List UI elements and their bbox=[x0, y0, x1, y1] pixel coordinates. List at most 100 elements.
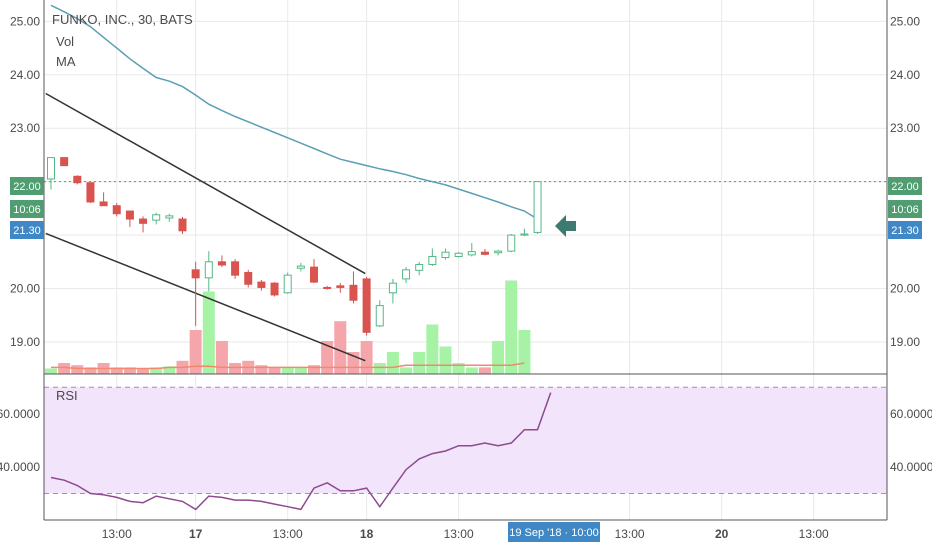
ma-value-tag-left: 21.30 bbox=[10, 221, 44, 239]
rsi-tick-label: 60.0000 bbox=[0, 407, 40, 421]
volume-indicator-label[interactable]: Vol bbox=[56, 34, 74, 49]
candle-body bbox=[191, 269, 200, 279]
svg-text:10:06: 10:06 bbox=[13, 204, 41, 216]
svg-text:22.00: 22.00 bbox=[13, 181, 41, 193]
volume-bar bbox=[452, 363, 465, 374]
candle-body bbox=[178, 218, 187, 232]
candle-body bbox=[507, 234, 516, 252]
rsi-indicator-label[interactable]: RSI bbox=[56, 388, 78, 403]
candle-body bbox=[257, 281, 266, 288]
volume-bar bbox=[163, 366, 176, 374]
candle-body bbox=[231, 261, 240, 276]
svg-text:10:06: 10:06 bbox=[891, 204, 919, 216]
price-tick-label: 19.00 bbox=[890, 335, 920, 349]
volume-bar bbox=[465, 367, 478, 374]
volume-bar bbox=[189, 330, 202, 374]
candle-body bbox=[375, 305, 384, 327]
volume-bar bbox=[84, 367, 97, 374]
symbol-title[interactable]: FUNKO, INC., 30, BATS bbox=[52, 12, 193, 27]
volume-bar bbox=[110, 367, 123, 374]
candle-body bbox=[415, 263, 424, 271]
last-price-tag-left: 22.00 bbox=[10, 177, 44, 195]
time-tick-label: 13:00 bbox=[102, 527, 132, 541]
rsi-band bbox=[44, 387, 887, 494]
candle-body bbox=[99, 201, 108, 207]
volume-bar bbox=[281, 367, 294, 374]
volume-bar bbox=[492, 341, 505, 374]
time-tick-label: 13:00 bbox=[273, 527, 303, 541]
volume-bar bbox=[321, 341, 334, 374]
ma-indicator-label[interactable]: MA bbox=[56, 54, 76, 69]
price-tick-label: 19.00 bbox=[10, 335, 40, 349]
candle-body bbox=[139, 218, 148, 224]
time-tick-label: 17 bbox=[189, 527, 203, 541]
trendline[interactable] bbox=[45, 232, 366, 362]
candle-body bbox=[125, 210, 134, 220]
candle-body bbox=[310, 266, 318, 283]
volume-bar bbox=[255, 365, 268, 374]
volume-bar bbox=[294, 367, 307, 374]
volume-bar bbox=[505, 280, 518, 374]
rsi-axis: 60.0000 60.0000 40.0000 40.0000 bbox=[0, 407, 932, 474]
volume-bar bbox=[45, 368, 57, 374]
volume-bar bbox=[308, 365, 320, 374]
rsi-line bbox=[50, 392, 552, 511]
price-tick-label: 23.00 bbox=[890, 121, 920, 135]
candle-body bbox=[283, 274, 292, 294]
candle-body bbox=[60, 157, 69, 167]
candle-body bbox=[112, 205, 121, 215]
volume-bar bbox=[268, 367, 281, 374]
price-tick-label: 23.00 bbox=[10, 121, 40, 135]
date-cursor-tag: 19 Sep '18 · 10:00 bbox=[508, 522, 600, 542]
volume-bar bbox=[123, 367, 136, 374]
countdown-tag-left: 10:06 bbox=[10, 200, 44, 218]
moving-average-line bbox=[50, 4, 538, 220]
rsi-tick-label: 40.0000 bbox=[890, 460, 932, 474]
rsi-tick-label: 40.0000 bbox=[0, 460, 40, 474]
time-tick-label: 18 bbox=[360, 527, 374, 541]
candle-body bbox=[362, 278, 371, 333]
candle-body bbox=[336, 285, 345, 288]
volume-bar bbox=[518, 330, 531, 374]
volume-bar bbox=[360, 341, 373, 374]
volume-bar bbox=[334, 321, 347, 374]
candle-body bbox=[349, 284, 358, 301]
price-tick-label: 25.00 bbox=[10, 14, 40, 28]
price-tick-label: 24.00 bbox=[10, 68, 40, 82]
candle-body bbox=[73, 175, 82, 184]
time-tick-label: 13:00 bbox=[799, 527, 829, 541]
last-price-tag-right: 22.00 bbox=[888, 177, 922, 195]
price-tick-label: 25.00 bbox=[890, 14, 920, 28]
candle-body bbox=[454, 252, 463, 257]
trendline[interactable] bbox=[45, 92, 366, 275]
candle-body bbox=[296, 265, 305, 269]
arrow-marker-icon[interactable] bbox=[555, 215, 576, 237]
volume-bar bbox=[413, 352, 426, 374]
candle-body bbox=[217, 261, 226, 266]
rsi-tick-label: 60.0000 bbox=[890, 407, 932, 421]
candle-body bbox=[533, 181, 542, 233]
volume-bar bbox=[137, 368, 150, 374]
volume-bar bbox=[215, 341, 228, 374]
volume-bar bbox=[439, 346, 452, 374]
candle-body bbox=[323, 286, 332, 290]
svg-text:21.30: 21.30 bbox=[13, 225, 41, 237]
volume-bar bbox=[58, 363, 71, 374]
candle-body bbox=[402, 269, 411, 280]
time-tick-label: 13:00 bbox=[444, 527, 474, 541]
time-tick-label: 13:00 bbox=[615, 527, 645, 541]
time-tick-label: 20 bbox=[715, 527, 729, 541]
time-axis: 13:00 17 13:00 18 13:00 13:00 20 13:00 bbox=[102, 527, 829, 541]
price-tick-label: 20.00 bbox=[10, 282, 40, 296]
volume-bar bbox=[478, 367, 491, 374]
trendlines bbox=[45, 92, 366, 362]
candle-body bbox=[428, 255, 437, 265]
volume-bar bbox=[71, 365, 84, 374]
volume-bar bbox=[229, 363, 242, 374]
volume-bar bbox=[150, 367, 163, 374]
volume-bar bbox=[373, 363, 386, 374]
volume-bar bbox=[386, 352, 399, 374]
candle-body bbox=[204, 261, 213, 279]
ma-value-tag-right: 21.30 bbox=[888, 221, 922, 239]
